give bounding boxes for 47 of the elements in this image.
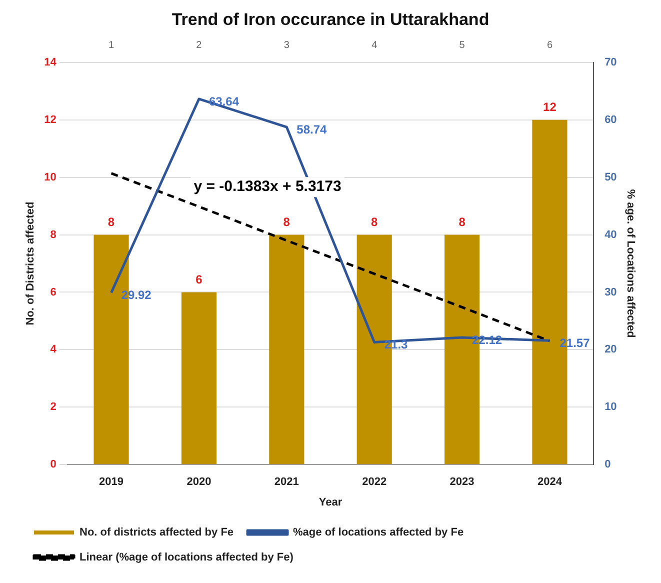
x2-tick-label: 2	[196, 40, 202, 52]
x2-tick-label: 1	[108, 40, 114, 52]
y2-tick-label: 10	[604, 401, 617, 414]
y-tick-label: 4	[50, 344, 58, 356]
x2-tick-label: 5	[459, 40, 466, 52]
x-tick-label: 2023	[450, 476, 474, 488]
y2-tick-label: 70	[604, 56, 617, 68]
annotation: y = -0.1383x + 5.3173	[194, 178, 342, 196]
legend-label: %age of locations affected by Fe	[293, 526, 464, 539]
y-tick-label: 14	[44, 56, 58, 68]
data-label: 58.74	[296, 122, 328, 136]
bar	[269, 234, 304, 464]
y-axis-title: No. of Districts affected	[24, 202, 37, 326]
y-tick-label: 6	[50, 286, 56, 298]
legend-label: No. of districts affected by Fe	[80, 526, 234, 539]
bar	[181, 292, 217, 464]
y-tick-label: 0	[50, 458, 56, 471]
y2-tick-label: 50	[604, 171, 617, 184]
data-label: 22.12	[472, 332, 502, 347]
x2-tick-label: 3	[284, 40, 290, 52]
x-tick-label: 2021	[274, 476, 299, 488]
data-label: 63.64	[208, 94, 240, 108]
legend-label: Linear (%age of locations affected by Fe)	[80, 552, 294, 564]
y-tick-label: 12	[44, 114, 56, 126]
y-tick-label: 10	[44, 171, 56, 184]
data-label: 8	[283, 215, 290, 230]
y-tick-label: 2	[50, 401, 56, 414]
chart-title: Trend of Iron occurance in Uttarakhand	[172, 10, 490, 29]
x2-tick-label: 4	[372, 40, 378, 52]
data-label: 12	[543, 100, 557, 114]
data-label: 6	[196, 272, 203, 287]
x-tick-label: 2024	[537, 476, 563, 488]
x-tick-label: 2022	[362, 476, 387, 488]
y2-tick-label: 20	[604, 344, 617, 356]
data-label: 8	[108, 215, 115, 230]
x-tick-label: 2019	[99, 476, 124, 488]
data-label: 8	[371, 215, 378, 230]
y-tick-label: 8	[50, 228, 56, 241]
x-axis-title: Year	[318, 496, 343, 508]
y2-tick-label: 0	[604, 458, 611, 471]
x-tick-label: 2020	[186, 476, 212, 488]
y2-tick-label: 30	[604, 286, 617, 298]
x2-tick-label: 6	[546, 40, 553, 52]
y2-axis-title: % age. of Locations affected	[624, 189, 636, 338]
data-label: 8	[458, 215, 466, 230]
y2-tick-label: 60	[604, 114, 617, 126]
y2-tick-label: 40	[604, 228, 617, 241]
